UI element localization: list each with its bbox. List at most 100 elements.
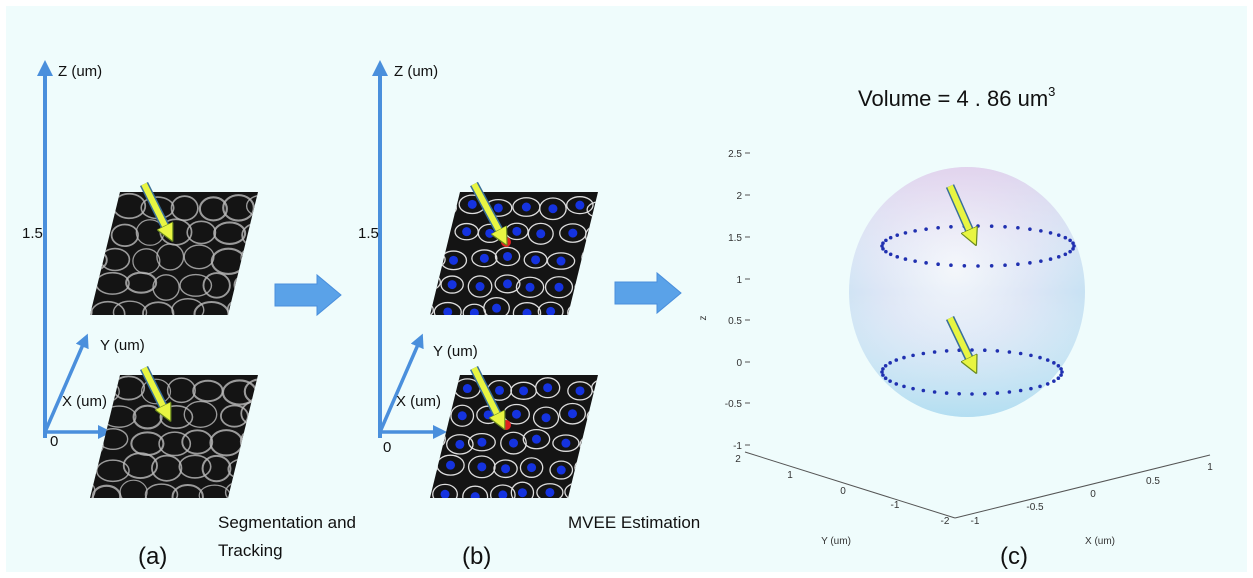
boundary-point (1016, 262, 1020, 266)
z-tick: 1.5 (22, 225, 43, 242)
boundary-point (888, 361, 892, 365)
x-tick-label: -0.5 (1026, 502, 1044, 513)
nucleus (485, 229, 494, 238)
nucleus (463, 384, 472, 393)
boundary-point (1057, 376, 1061, 380)
boundary-point (894, 382, 898, 386)
nucleus (575, 386, 584, 395)
boundary-point (895, 255, 899, 259)
title-sup: 3 (1048, 84, 1055, 99)
origin: 0 (50, 433, 58, 450)
nucleus (480, 254, 489, 263)
boundary-point (945, 349, 949, 353)
boundary-point (1003, 263, 1007, 267)
caption: (a) (138, 543, 167, 570)
boundary-point (1052, 361, 1056, 365)
boundary-point (884, 376, 888, 380)
boundary-point (884, 250, 888, 254)
boundary-point (913, 229, 917, 233)
boundary-point (983, 392, 987, 396)
caption: (c) (1000, 543, 1028, 570)
boundary-point (936, 262, 940, 266)
boundary-point (1049, 257, 1053, 261)
volume-title: Volume = 4 . 86 um3 (858, 84, 1055, 111)
boundary-point (880, 370, 884, 374)
step-label: Tracking (218, 541, 283, 560)
boundary-point (976, 224, 980, 228)
nucleus (568, 409, 577, 418)
boundary-point (976, 264, 980, 268)
caption: (b) (462, 543, 491, 570)
nucleus (548, 204, 557, 213)
boundary-point (936, 226, 940, 230)
nucleus (449, 256, 458, 265)
boundary-point (1064, 253, 1068, 257)
nucleus (501, 464, 510, 473)
step-label: Segmentation and (218, 513, 356, 532)
boundary-point (945, 391, 949, 395)
boundary-point (1028, 227, 1032, 231)
nucleus (448, 280, 457, 289)
nucleus (568, 229, 577, 238)
boundary-point (881, 367, 885, 371)
boundary-point (1039, 229, 1043, 233)
z-label: Z (um) (394, 63, 438, 80)
boundary-point (1059, 373, 1063, 377)
y-tick-label: -2 (941, 516, 950, 527)
z-tick-label: 1 (736, 275, 742, 286)
boundary-point (1039, 259, 1043, 263)
boundary-point (1008, 350, 1012, 354)
boundary-point (881, 373, 885, 377)
ellipsoid-tint (849, 167, 1085, 417)
boundary-point (1019, 389, 1023, 393)
step-label: MVEE Estimation (568, 513, 700, 532)
y-tick-label: 2 (735, 454, 741, 465)
boundary-point (1060, 370, 1064, 374)
boundary-point (902, 385, 906, 389)
boundary-point (1071, 241, 1075, 245)
nucleus (477, 462, 486, 471)
boundary-point (970, 392, 974, 396)
y-label: Y (um) (433, 343, 478, 360)
x-tick-label: 1 (1207, 462, 1213, 473)
boundary-point (996, 391, 1000, 395)
boundary-point (889, 253, 893, 257)
nucleus (518, 488, 527, 497)
boundary-point (904, 257, 908, 261)
boundary-point (924, 261, 928, 265)
y-label: Y (um) (821, 536, 851, 547)
boundary-point (884, 239, 888, 243)
boundary-point (1057, 364, 1061, 368)
tracked-cell (501, 237, 511, 247)
z-tick-label: 2 (736, 191, 742, 202)
nucleus (477, 438, 486, 447)
x-tick-label: -1 (971, 516, 980, 527)
nucleus (512, 227, 521, 236)
z-label: Z (um) (58, 63, 102, 80)
tracked-cell (501, 420, 511, 430)
boundary-point (1028, 261, 1032, 265)
boundary-point (1008, 390, 1012, 394)
boundary-point (1038, 356, 1042, 360)
boundary-point (1059, 367, 1063, 371)
boundary-point (889, 236, 893, 240)
boundary-point (1038, 385, 1042, 389)
boundary-point (933, 350, 937, 354)
nucleus (557, 257, 566, 266)
boundary-point (1029, 387, 1033, 391)
nucleus (532, 435, 541, 444)
z-tick-label: 1.5 (728, 233, 742, 244)
boundary-point (983, 348, 987, 352)
nucleus (522, 203, 531, 212)
boundary-point (913, 259, 917, 263)
boundary-point (1071, 247, 1075, 251)
boundary-point (1016, 226, 1020, 230)
origin: 0 (383, 439, 391, 456)
boundary-point (911, 354, 915, 358)
boundary-point (888, 379, 892, 383)
x-label: X (um) (1085, 536, 1115, 547)
y-label: Y (um) (100, 337, 145, 354)
title-text: Volume = 4 . 86 um (858, 86, 1048, 111)
nucleus (561, 439, 570, 448)
boundary-point (963, 264, 967, 268)
